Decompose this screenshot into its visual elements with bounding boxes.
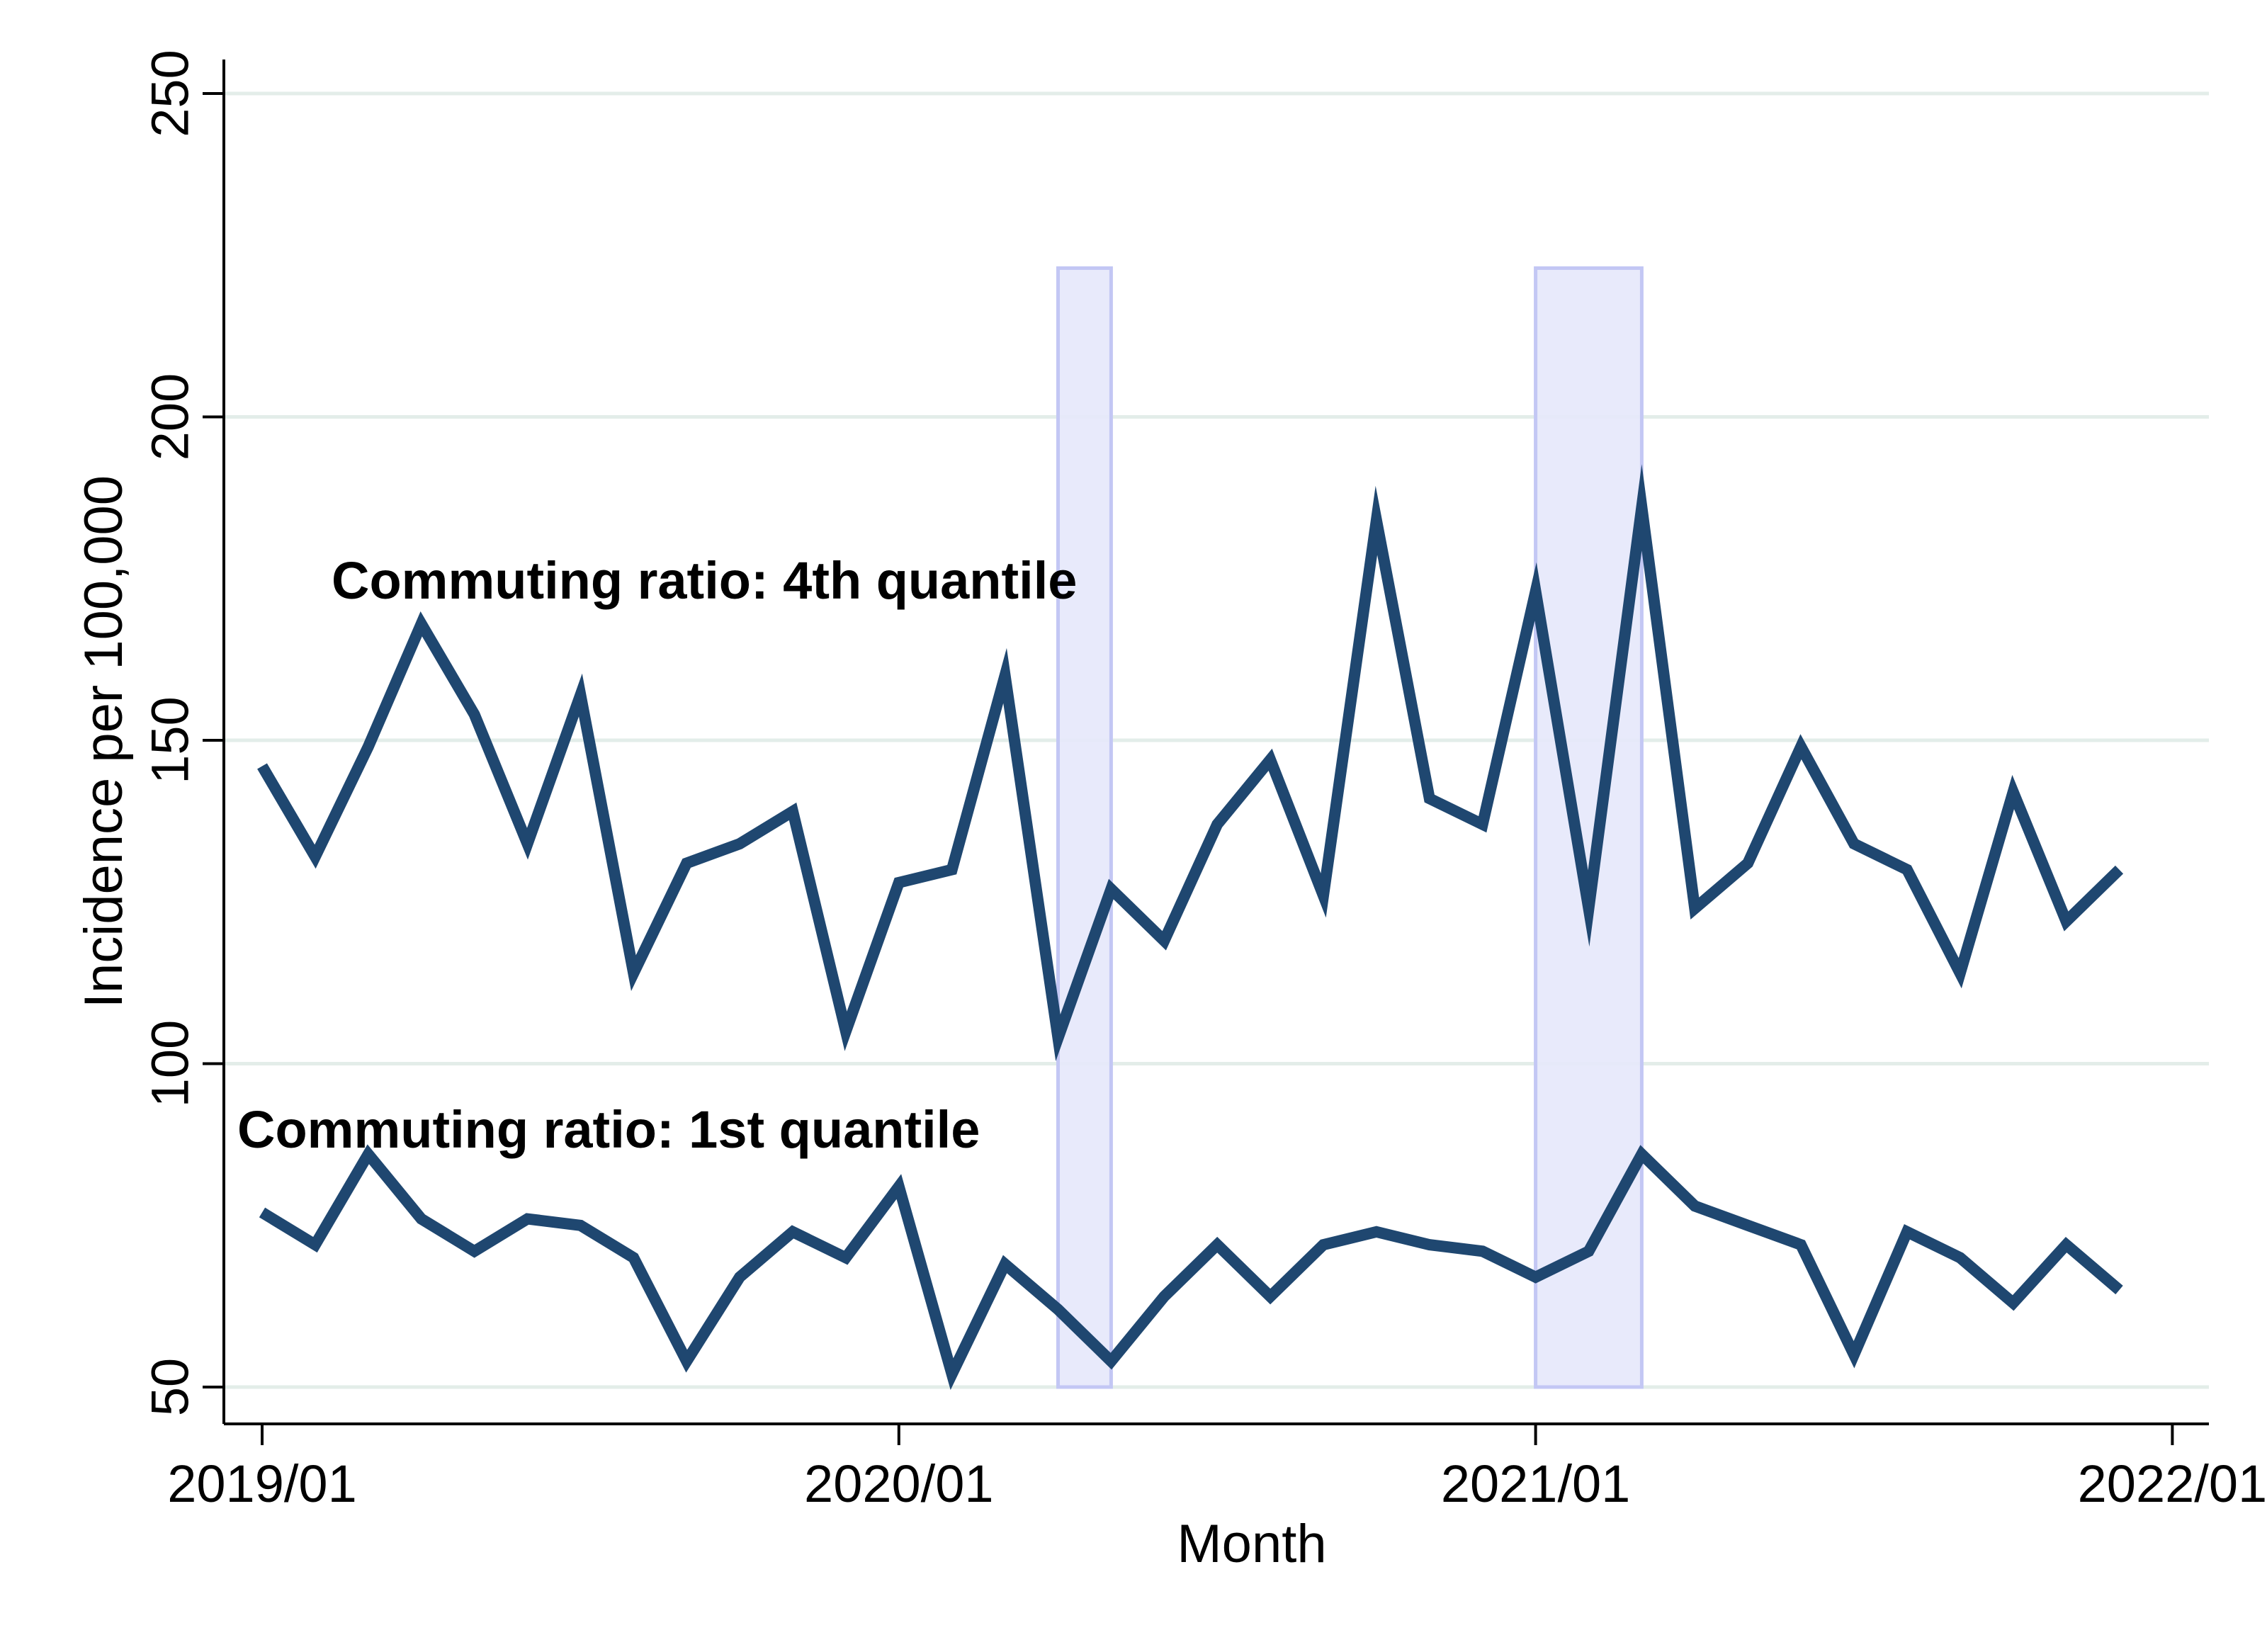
y-axis-title: Incidence per 100,000 (74, 475, 134, 1008)
gridlines (225, 94, 2209, 1387)
y-tick-label: 150 (141, 696, 200, 783)
series-lines (262, 507, 2120, 1374)
shaded-period (1058, 268, 1112, 1387)
x-tick-label: 2021/01 (1441, 1454, 1631, 1513)
x-tick-label: 2022/01 (2078, 1454, 2267, 1513)
shaded-period (1536, 268, 1642, 1387)
y-tick-label: 250 (141, 50, 200, 137)
series-label-2: Commuting ratio: 1st quantile (237, 1100, 980, 1159)
x-tick-label: 2020/01 (804, 1454, 994, 1513)
y-tick-label: 100 (141, 1020, 200, 1107)
x-axis-title: Month (1177, 1514, 1326, 1574)
tick-marks: 50 100 150 200 250 2019/01 2020/01 2021/01 2022/… (141, 50, 2267, 1513)
series-line-2 (262, 1154, 2120, 1374)
shaded-periods (1058, 268, 1642, 1387)
x-tick-label: 2019/01 (167, 1454, 357, 1513)
series-label-1: Commuting ratio: 4th quantile (332, 551, 1077, 610)
y-tick-label: 200 (141, 373, 200, 460)
y-tick-label: 50 (141, 1358, 200, 1416)
